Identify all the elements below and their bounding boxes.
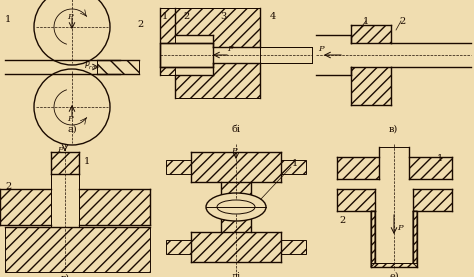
Text: P: P [231,147,237,155]
Ellipse shape [217,200,255,214]
Bar [409,157,452,179]
Polygon shape [175,63,260,98]
Text: 1: 1 [292,159,298,168]
Text: 3: 3 [220,12,226,21]
Bar [221,182,251,200]
Text: г): г) [61,274,70,277]
Text: бі: бі [231,125,240,134]
Bar [337,157,379,179]
Text: P: P [67,13,73,21]
Bar [166,240,191,254]
Text: а): а) [67,125,77,134]
Bar [413,189,452,211]
Text: $P_{го}$: $P_{го}$ [84,59,96,71]
Bar [260,47,312,63]
Text: 2: 2 [5,182,11,191]
Bar [221,214,251,232]
Polygon shape [160,8,175,75]
Text: P: P [57,146,63,154]
Polygon shape [351,25,391,43]
Text: 1: 1 [5,15,11,24]
Text: 1: 1 [84,157,90,166]
Text: 1: 1 [437,154,443,163]
Text: P: P [318,45,324,53]
Text: 4: 4 [270,12,276,21]
Bar [97,60,139,74]
Polygon shape [0,189,51,225]
Bar [337,189,375,211]
Bar [166,160,191,174]
Polygon shape [175,8,260,47]
Bar [160,43,213,67]
Text: P: P [67,115,73,123]
Text: 2: 2 [137,20,143,29]
Bar [191,232,281,262]
Text: P: P [227,45,233,53]
Text: е): е) [389,272,399,277]
Polygon shape [413,211,417,267]
Bar [51,174,79,227]
Polygon shape [371,211,375,267]
Polygon shape [5,227,150,272]
Bar [281,160,306,174]
Bar [281,240,306,254]
Bar [191,152,281,182]
Text: P: P [397,224,402,232]
Text: 2: 2 [339,216,345,225]
Polygon shape [371,263,417,267]
Bar [51,152,79,174]
Text: ді: ді [231,272,241,277]
Polygon shape [351,67,391,105]
Text: 1: 1 [363,17,369,26]
Ellipse shape [206,193,266,221]
Text: 1: 1 [162,12,168,21]
Text: 2: 2 [399,17,405,26]
Polygon shape [79,189,150,225]
Text: 2: 2 [183,12,189,21]
Text: в): в) [388,125,398,134]
